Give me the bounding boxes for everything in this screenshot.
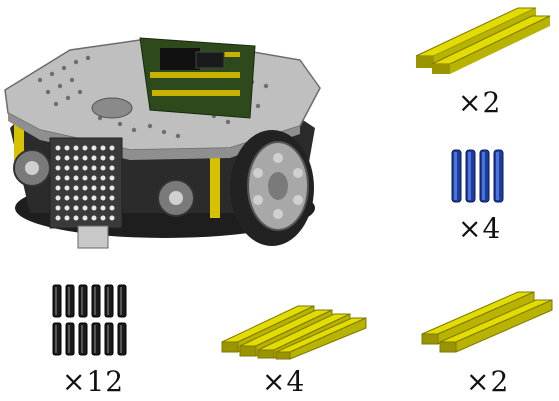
yellow-beam-icon — [221, 305, 367, 360]
beam-quad-bottom-middle — [218, 298, 368, 360]
robot-car-image — [0, 8, 330, 253]
black-pin-icon — [52, 284, 127, 356]
quantity-beam-bottom-right: ×2 — [466, 365, 510, 398]
quantity-beam-bottom-middle: ×4 — [262, 365, 306, 398]
blue-pin-icon — [451, 149, 504, 203]
blue-pins-image — [448, 148, 508, 204]
yellow-beam-icon — [421, 291, 553, 353]
beam-pair-bottom-right — [418, 288, 556, 354]
yellow-beam-icon — [415, 7, 551, 74]
quantity-beam-top-right: ×2 — [458, 86, 502, 119]
beam-pair-top-right — [410, 4, 555, 76]
black-pins-image — [50, 283, 130, 358]
robot-car-icon — [4, 37, 321, 249]
quantity-black-pins: ×12 — [62, 365, 125, 398]
quantity-blue-pins: ×4 — [458, 212, 502, 245]
